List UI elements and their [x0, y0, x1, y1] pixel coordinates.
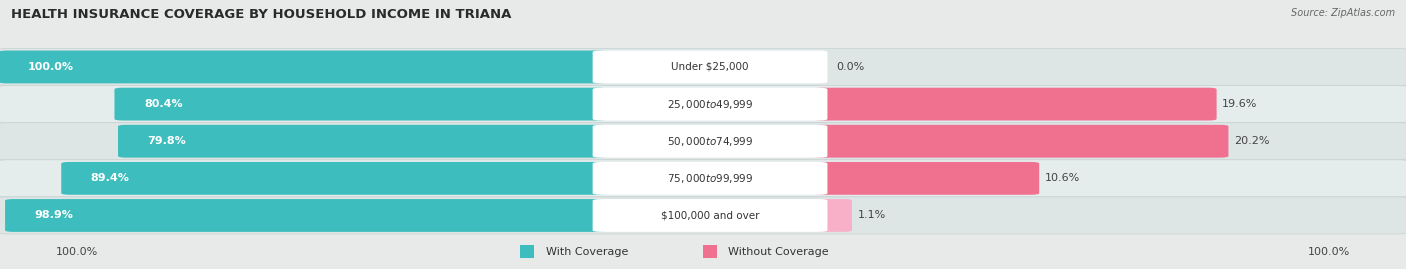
Text: $75,000 to $99,999: $75,000 to $99,999 [666, 172, 754, 185]
Text: 79.8%: 79.8% [148, 136, 187, 146]
FancyBboxPatch shape [0, 86, 1406, 123]
FancyBboxPatch shape [593, 199, 827, 232]
Text: 100.0%: 100.0% [28, 62, 75, 72]
Text: Source: ZipAtlas.com: Source: ZipAtlas.com [1291, 8, 1395, 18]
FancyBboxPatch shape [520, 245, 534, 258]
FancyBboxPatch shape [62, 162, 607, 195]
Text: Without Coverage: Without Coverage [728, 246, 830, 257]
Text: 98.9%: 98.9% [35, 210, 73, 221]
Text: 20.2%: 20.2% [1234, 136, 1270, 146]
FancyBboxPatch shape [114, 88, 607, 121]
Text: 89.4%: 89.4% [91, 173, 129, 183]
FancyBboxPatch shape [0, 160, 1406, 197]
FancyBboxPatch shape [0, 51, 607, 83]
FancyBboxPatch shape [118, 125, 607, 158]
Text: 100.0%: 100.0% [1308, 246, 1350, 257]
FancyBboxPatch shape [0, 123, 1406, 160]
Text: 10.6%: 10.6% [1045, 173, 1080, 183]
FancyBboxPatch shape [813, 125, 1229, 158]
Text: 100.0%: 100.0% [56, 246, 98, 257]
Text: $50,000 to $74,999: $50,000 to $74,999 [666, 135, 754, 148]
FancyBboxPatch shape [813, 199, 852, 232]
Text: 80.4%: 80.4% [143, 99, 183, 109]
Text: Under $25,000: Under $25,000 [671, 62, 749, 72]
Text: HEALTH INSURANCE COVERAGE BY HOUSEHOLD INCOME IN TRIANA: HEALTH INSURANCE COVERAGE BY HOUSEHOLD I… [11, 8, 512, 21]
FancyBboxPatch shape [593, 88, 827, 121]
Text: 1.1%: 1.1% [858, 210, 886, 221]
FancyBboxPatch shape [6, 199, 607, 232]
FancyBboxPatch shape [813, 88, 1216, 121]
Text: 19.6%: 19.6% [1222, 99, 1257, 109]
FancyBboxPatch shape [593, 162, 827, 195]
FancyBboxPatch shape [813, 162, 1039, 195]
FancyBboxPatch shape [703, 245, 717, 258]
FancyBboxPatch shape [593, 51, 827, 83]
FancyBboxPatch shape [0, 48, 1406, 86]
Text: 0.0%: 0.0% [835, 62, 865, 72]
FancyBboxPatch shape [0, 197, 1406, 234]
FancyBboxPatch shape [593, 125, 827, 158]
Text: $25,000 to $49,999: $25,000 to $49,999 [666, 98, 754, 111]
Text: With Coverage: With Coverage [546, 246, 628, 257]
Text: $100,000 and over: $100,000 and over [661, 210, 759, 221]
